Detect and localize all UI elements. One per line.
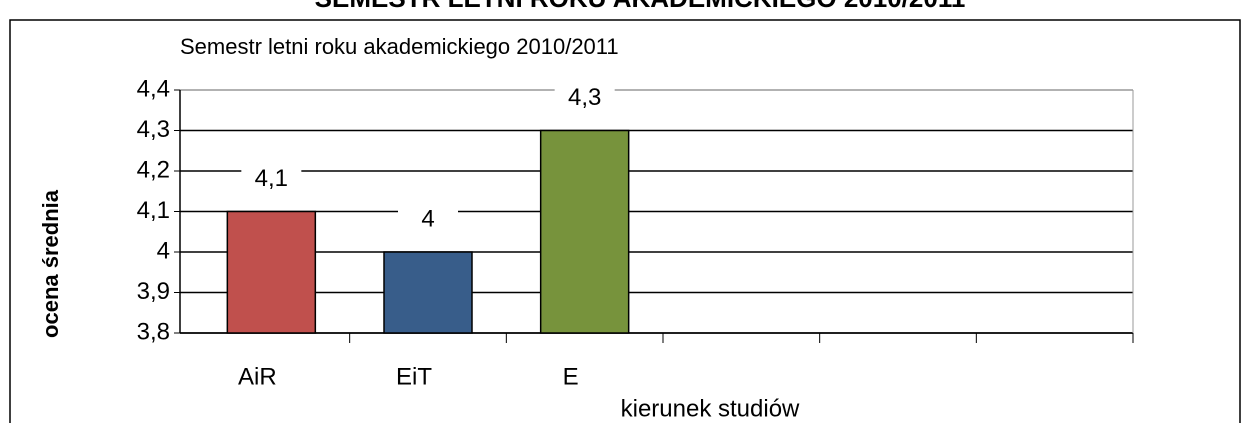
- x-axis-label: kierunek studiów: [621, 395, 800, 422]
- chart-title: SEMESTR LETNI ROKU AKADEMICKIEGO 2010/20…: [315, 0, 966, 13]
- value-label-bg: [241, 163, 302, 196]
- bar: [226, 210, 317, 334]
- value-label: 4,1: [255, 165, 288, 192]
- y-tick-label: 3,9: [137, 278, 170, 305]
- y-tick-label: 4,4: [137, 75, 170, 102]
- x-tick-label: AiR: [238, 363, 277, 390]
- value-label-bg: [554, 82, 615, 115]
- y-axis-label: ocena średnia: [38, 189, 63, 338]
- y-tick-label: 4: [157, 237, 170, 264]
- y-tick-label: 4,1: [137, 197, 170, 224]
- x-tick-label: E: [563, 363, 579, 390]
- bar: [383, 251, 473, 334]
- x-tick-label: EiT: [396, 363, 432, 390]
- y-tick-label: 4,3: [137, 116, 170, 143]
- y-tick-label: 4,2: [137, 156, 170, 183]
- value-label-bg: [398, 204, 458, 236]
- y-tick-label: 3,8: [137, 318, 170, 345]
- chart-subtitle: Semestr letni roku akademickiego 2010/20…: [180, 34, 619, 59]
- value-label: 4: [421, 205, 434, 232]
- value-label: 4,3: [568, 84, 601, 111]
- bar: [539, 129, 630, 334]
